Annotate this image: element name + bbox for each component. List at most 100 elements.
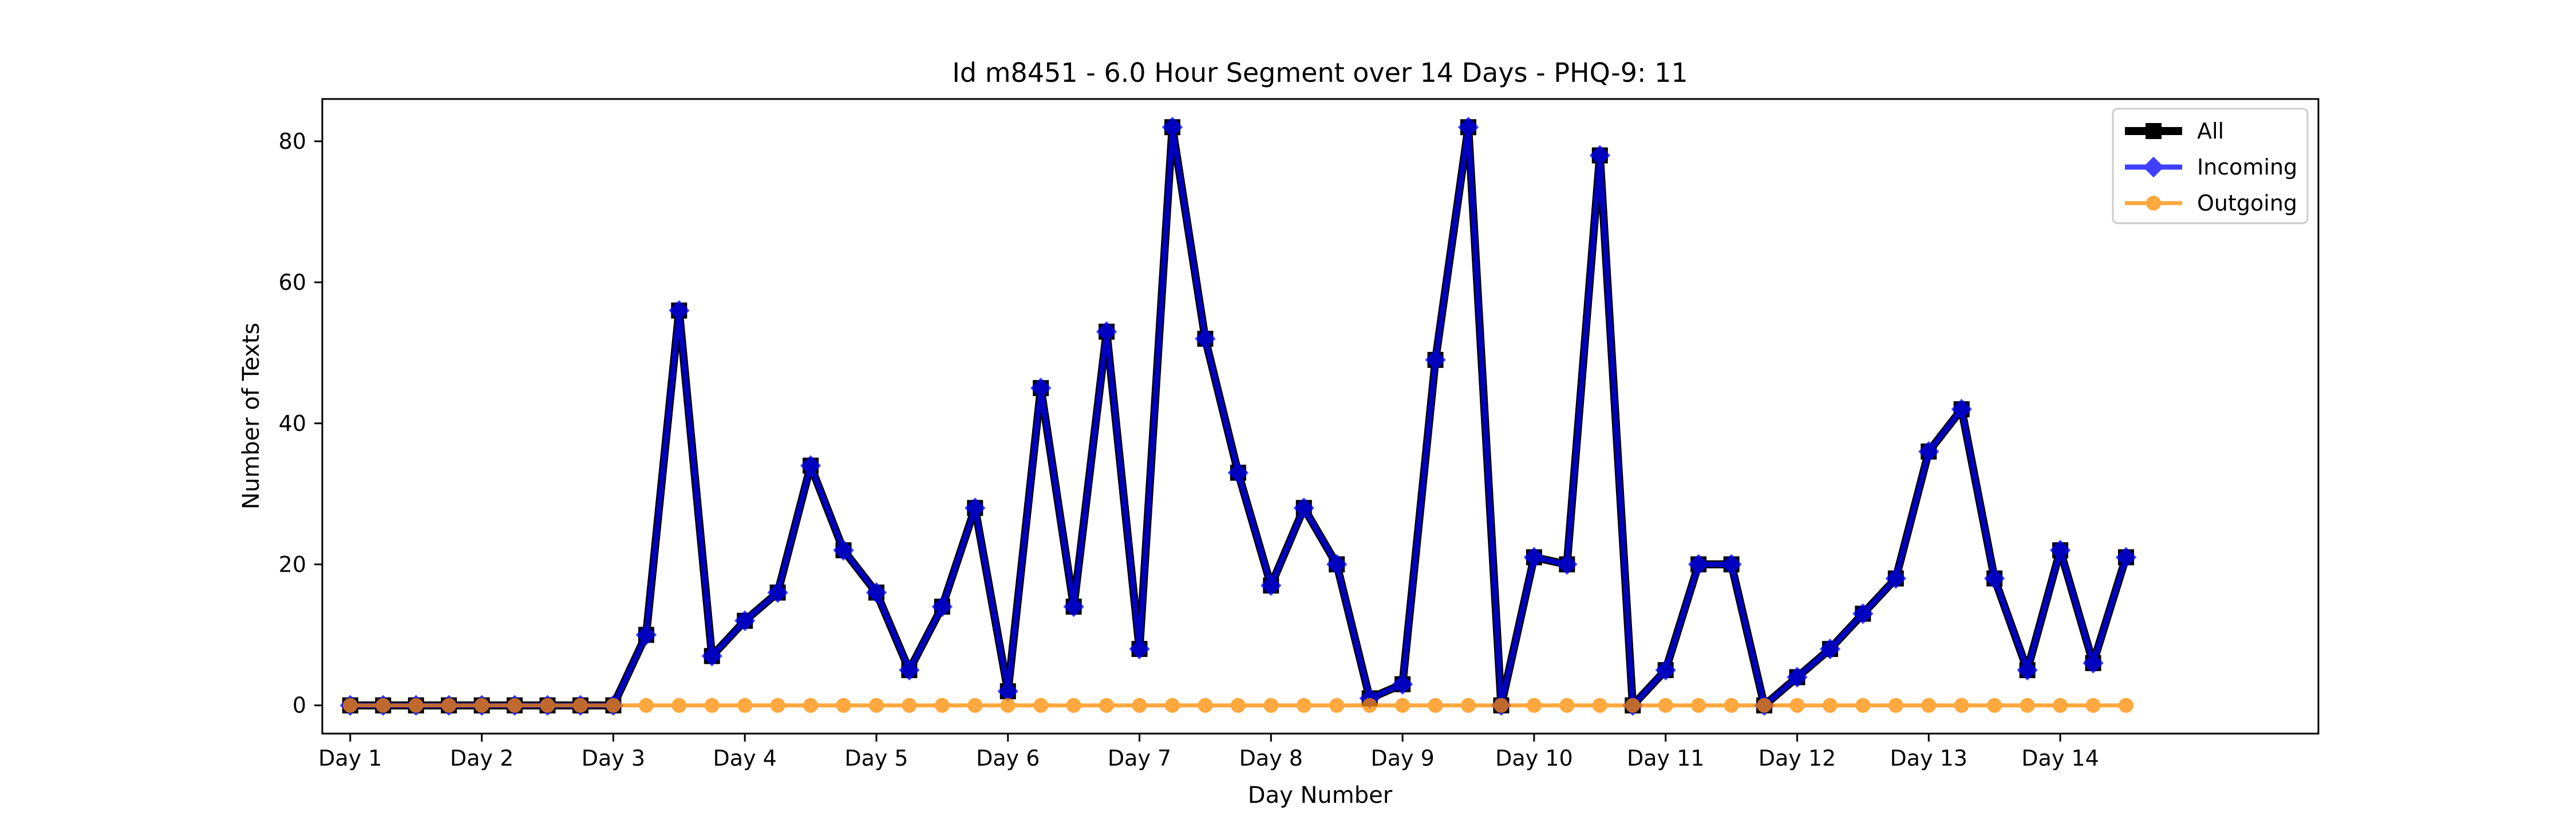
legend: All Incoming Outgoing <box>2112 108 2309 224</box>
data-point-outgoing <box>638 698 654 713</box>
x-tick-label: Day 5 <box>844 746 908 771</box>
data-point-outgoing <box>1296 698 1311 713</box>
data-point-outgoing <box>737 698 753 713</box>
data-point-outgoing <box>967 698 983 713</box>
data-point-outgoing <box>1033 698 1049 713</box>
data-point-incoming <box>899 659 920 681</box>
data-point-incoming <box>1129 638 1150 660</box>
data-point-incoming <box>2115 546 2137 568</box>
data-point-incoming <box>800 455 821 476</box>
data-point-outgoing <box>1757 698 1772 713</box>
legend-label-all: All <box>2197 118 2224 144</box>
y-tick-label: 40 <box>279 411 306 436</box>
data-point-outgoing <box>1494 698 1509 713</box>
data-point-outgoing <box>1559 698 1575 713</box>
x-tick-label: Day 1 <box>318 746 382 771</box>
data-point-outgoing <box>1263 698 1279 713</box>
legend-swatch-marker <box>2146 196 2161 211</box>
y-tick-label: 80 <box>279 129 306 154</box>
data-point-outgoing <box>2118 698 2134 713</box>
data-point-outgoing <box>1230 698 1246 713</box>
data-point-outgoing <box>1888 698 1903 713</box>
data-point-incoming <box>1096 321 1117 342</box>
data-point-outgoing <box>1954 698 1969 713</box>
data-point-outgoing <box>1658 698 1673 713</box>
y-tick-label: 20 <box>279 552 306 577</box>
data-point-incoming <box>1721 554 1742 575</box>
data-point-outgoing <box>803 698 819 713</box>
series-layer <box>339 117 2137 716</box>
data-point-outgoing <box>1099 698 1115 713</box>
data-point-outgoing <box>507 698 523 713</box>
data-point-outgoing <box>2053 698 2068 713</box>
data-point-outgoing <box>1066 698 1081 713</box>
data-point-outgoing <box>606 698 621 713</box>
legend-label-outgoing: Outgoing <box>2197 191 2297 216</box>
data-point-outgoing <box>934 698 950 713</box>
y-tick-label: 60 <box>279 270 306 295</box>
data-point-outgoing <box>1395 698 1411 713</box>
data-point-outgoing <box>1000 698 1016 713</box>
data-point-outgoing <box>770 698 785 713</box>
data-point-incoming <box>1523 546 1545 568</box>
x-tick-label: Day 11 <box>1627 746 1704 771</box>
data-point-incoming <box>1787 667 1808 688</box>
data-point-incoming <box>1161 117 1183 138</box>
data-point-incoming <box>997 680 1018 702</box>
x-tick-label: Day 13 <box>1890 746 1967 771</box>
data-point-outgoing <box>704 698 720 713</box>
data-point-outgoing <box>540 698 555 713</box>
data-point-outgoing <box>1987 698 2002 713</box>
data-point-outgoing <box>902 698 917 713</box>
legend-item-outgoing <box>2125 196 2182 211</box>
data-point-incoming <box>1457 117 1479 138</box>
data-point-incoming <box>1556 554 1578 575</box>
x-tick-label: Day 14 <box>2021 746 2099 771</box>
data-point-incoming <box>1425 349 1446 371</box>
data-point-incoming <box>1688 554 1709 575</box>
data-point-incoming <box>669 300 690 321</box>
x-tick-label: Day 4 <box>713 746 777 771</box>
data-point-outgoing <box>1428 698 1443 713</box>
data-point-outgoing <box>1132 698 1147 713</box>
data-point-incoming <box>833 540 854 561</box>
data-point-incoming <box>1885 568 1907 589</box>
x-tick-label: Day 7 <box>1108 746 1171 771</box>
data-point-outgoing <box>1329 698 1345 713</box>
plot-area <box>321 98 2320 735</box>
data-point-outgoing <box>1164 698 1180 713</box>
data-point-incoming <box>1063 596 1084 617</box>
data-point-incoming <box>1655 659 1676 681</box>
x-tick-label: Day 6 <box>976 746 1040 771</box>
x-tick-label: Day 2 <box>450 746 513 771</box>
data-point-incoming <box>1951 398 1972 420</box>
y-axis-label: Number of Texts <box>238 323 264 509</box>
data-point-outgoing <box>868 698 884 713</box>
data-point-incoming <box>1589 145 1610 166</box>
data-point-incoming <box>1392 674 1413 695</box>
data-point-outgoing <box>441 698 457 713</box>
data-point-outgoing <box>376 698 391 713</box>
data-point-outgoing <box>1592 698 1607 713</box>
data-point-outgoing <box>1526 698 1542 713</box>
data-point-outgoing <box>836 698 851 713</box>
x-tick-label: Day 12 <box>1759 746 1836 771</box>
data-point-incoming <box>931 596 953 617</box>
x-tick-label: Day 8 <box>1239 746 1303 771</box>
legend-swatch-marker <box>2146 123 2162 139</box>
data-point-incoming <box>866 582 887 603</box>
data-point-outgoing <box>1724 698 1739 713</box>
x-tick-label: Day 3 <box>582 746 645 771</box>
data-point-outgoing <box>474 698 489 713</box>
data-point-incoming <box>701 645 722 667</box>
data-point-outgoing <box>2085 698 2101 713</box>
legend-swatch-marker <box>2143 156 2164 178</box>
data-point-outgoing <box>1855 698 1871 713</box>
data-point-incoming <box>965 497 986 518</box>
legend-item-all <box>2125 123 2182 139</box>
data-point-outgoing <box>408 698 424 713</box>
x-tick-label: Day 10 <box>1495 746 1573 771</box>
data-point-incoming <box>2017 659 2038 681</box>
data-point-incoming <box>1984 568 2005 589</box>
